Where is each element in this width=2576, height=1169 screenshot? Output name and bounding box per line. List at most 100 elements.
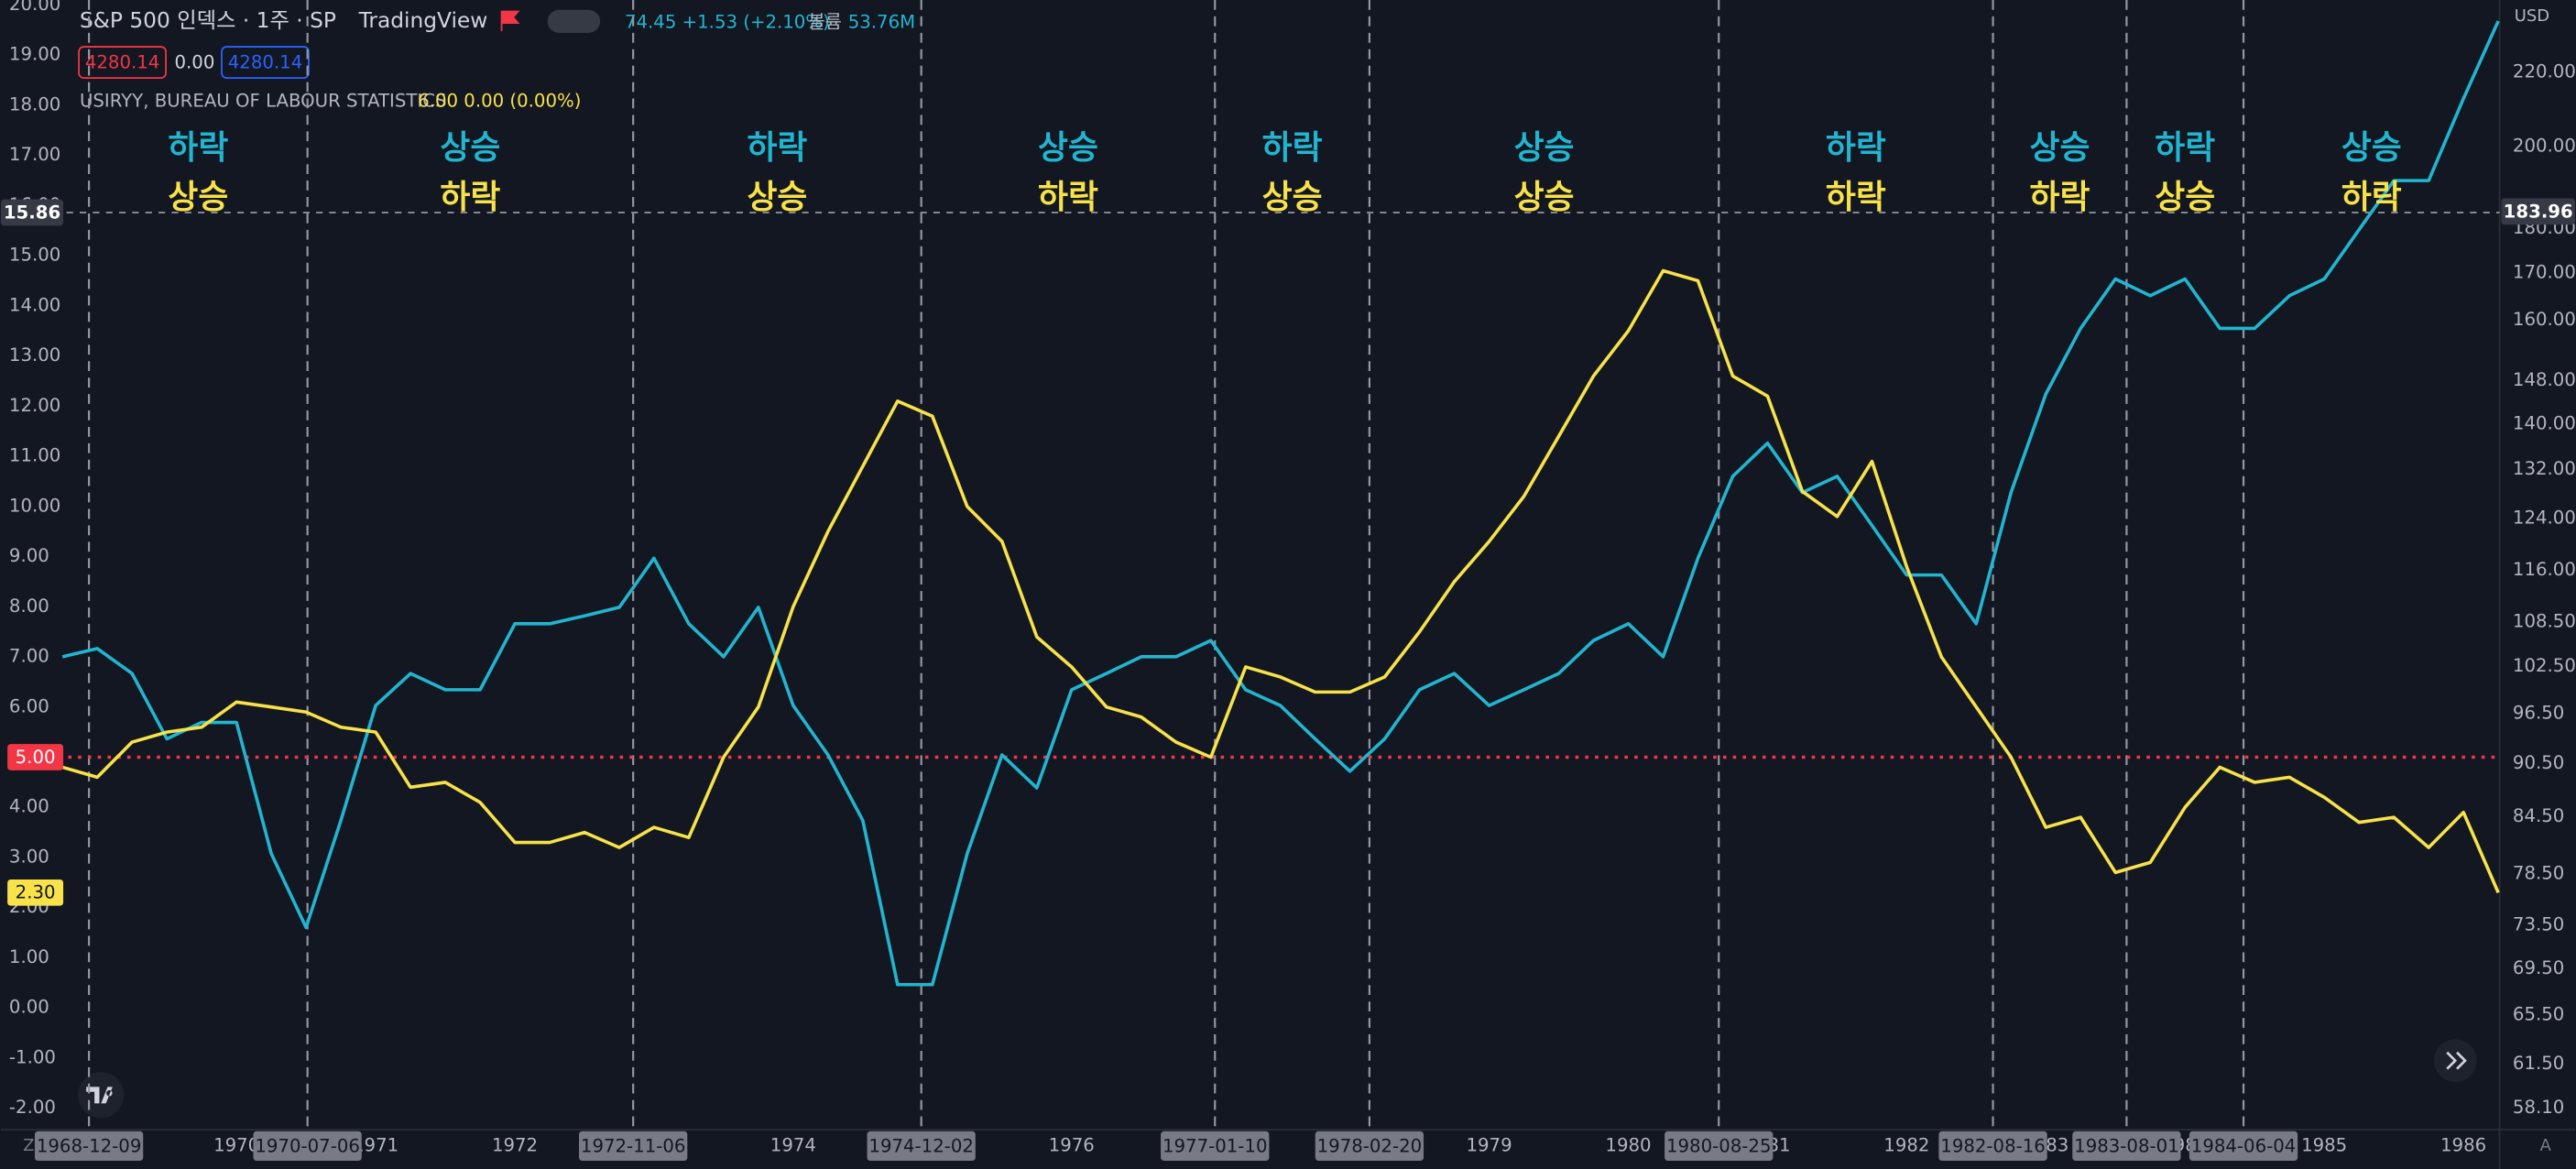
y2-tick-label: 108.50 <box>2513 611 2576 632</box>
x-tick-label: 1986 <box>2440 1134 2486 1155</box>
price-line-label-box <box>7 744 64 770</box>
series-legend: S&P 500 인덱스 · 1주 · SP <box>80 8 336 33</box>
event-label-box <box>2072 1131 2181 1162</box>
annotation: 하락 <box>2030 179 2090 216</box>
inflation-quote: 6.00 0.00 (0.00%) <box>418 91 581 112</box>
annotation: 상승 <box>2155 179 2215 216</box>
y-tick-label: -2.00 <box>9 1097 56 1118</box>
currency[interactable]: USD <box>2515 6 2549 26</box>
y-tick-label: 13.00 <box>9 344 60 366</box>
y2-tick-label: 96.50 <box>2513 702 2564 723</box>
x-tick-label: 1982 <box>1883 1134 1929 1155</box>
y-tick-label: 7.00 <box>9 646 49 667</box>
quote: 74.45 +1.53 (+2.10%) <box>625 12 830 33</box>
annotation: 상승 <box>168 179 228 216</box>
y2-tick-label: 65.50 <box>2513 1003 2564 1024</box>
event-label-box <box>1161 1131 1270 1162</box>
spread: 0.00 <box>175 51 215 72</box>
y-tick-label: 11.00 <box>9 445 60 466</box>
x-tick-label: 1974 <box>770 1134 816 1155</box>
y-tick-label: -1.00 <box>9 1046 56 1067</box>
event-label: 1972-11-06 <box>581 1135 686 1156</box>
event-label: 1968-12-09 <box>37 1135 142 1156</box>
scroll-icon <box>2446 1051 2467 1070</box>
y2-tick-label: 148.00 <box>2513 369 2576 390</box>
y2-tick-label: 160.00 <box>2513 309 2576 330</box>
toggle-icon[interactable] <box>547 9 601 33</box>
scale-button[interactable]: A <box>2540 1136 2552 1155</box>
event-label-box <box>1665 1131 1774 1162</box>
y2-tick-label: 61.50 <box>2513 1053 2564 1074</box>
buy-box[interactable] <box>221 46 310 80</box>
annotation: 상승 <box>2030 129 2090 167</box>
event-label-box <box>253 1131 362 1162</box>
y-tick-label: 8.00 <box>9 595 49 617</box>
y-tick-label: 14.00 <box>9 294 60 315</box>
y-tick-label: 0.00 <box>9 997 49 1018</box>
annotation: 상승 <box>1262 179 1323 216</box>
x-tick-label: 1970 <box>213 1134 259 1155</box>
last-value-label: 2.30 <box>16 882 56 903</box>
y-tick-label: 12.00 <box>9 395 60 416</box>
y2-tick-label: 220.00 <box>2513 60 2576 82</box>
logo[interactable] <box>78 1072 125 1119</box>
x-tick-label: 1985 <box>2301 1134 2347 1155</box>
annotation: 하락 <box>440 179 500 216</box>
y-tick-label: 17.00 <box>9 144 60 165</box>
sell-box[interactable] <box>78 46 167 80</box>
crosshair-label: 15.86 <box>4 202 60 223</box>
y2-tick-label: 84.50 <box>2513 805 2564 826</box>
annotation: 하락 <box>747 129 807 167</box>
event-label-box <box>34 1131 144 1162</box>
y-tick-label: 19.00 <box>9 44 60 65</box>
event-label-box <box>579 1131 688 1162</box>
price-line-label: 5.00 <box>16 747 56 768</box>
annotation: 하락 <box>1262 129 1323 167</box>
event-label: 1984-06-04 <box>2191 1135 2297 1156</box>
y2-tick-label: 132.00 <box>2513 458 2576 479</box>
scale-button[interactable]: Z <box>23 1136 34 1155</box>
event-label: 1980-08-25 <box>1666 1135 1772 1156</box>
flag-icon[interactable] <box>500 10 520 32</box>
annotation: 상승 <box>1514 129 1575 167</box>
crosshair-label-box <box>2501 198 2576 225</box>
annotation: 하락 <box>2341 179 2402 216</box>
y-tick-label: 4.00 <box>9 796 49 817</box>
event-label-box <box>2189 1131 2298 1162</box>
event-label: 1974-12-02 <box>868 1135 974 1156</box>
event-label-box <box>867 1131 976 1162</box>
annotation: 하락 <box>168 129 228 167</box>
event-label: 1970-07-06 <box>255 1135 360 1156</box>
x-tick-label: 1979 <box>1466 1134 1512 1155</box>
x-tick-label: 1971 <box>353 1134 398 1155</box>
series-line <box>61 20 2500 987</box>
brand: TradingView <box>358 8 488 33</box>
y-tick-label: 3.00 <box>9 846 49 867</box>
event-label: 1982-08-16 <box>1940 1135 2046 1156</box>
y-tick-label: 15.00 <box>9 245 60 266</box>
sell-price: 4280.14 <box>85 51 159 72</box>
y-tick-label: 1.00 <box>9 946 49 967</box>
event-label: 1978-02-20 <box>1317 1135 1423 1156</box>
x-tick-label: 1972 <box>492 1134 538 1155</box>
annotation: 상승 <box>1514 179 1575 216</box>
y2-tick-label: 200.00 <box>2513 135 2576 156</box>
event-label-box <box>1938 1131 2047 1162</box>
y2-tick-label: 170.00 <box>2513 261 2576 282</box>
annotation: 하락 <box>1826 179 1886 216</box>
y-tick-label: 18.00 <box>9 93 60 115</box>
y2-tick-label: 140.00 <box>2513 412 2576 433</box>
series-line <box>61 268 2500 894</box>
series-legend: USIRYY, BUREAU OF LABOUR STATISTICS <box>80 91 447 112</box>
y-tick-label: 20.00 <box>9 0 60 15</box>
y2-tick-label: 124.00 <box>2513 507 2576 528</box>
y2-tick-label: 90.50 <box>2513 752 2564 773</box>
y2-tick-label: 102.50 <box>2513 655 2576 676</box>
y2-tick-label: 73.50 <box>2513 914 2564 935</box>
annotation: 하락 <box>1826 129 1886 167</box>
annotation: 하락 <box>1038 179 1098 216</box>
y-tick-label: 9.00 <box>9 545 49 566</box>
